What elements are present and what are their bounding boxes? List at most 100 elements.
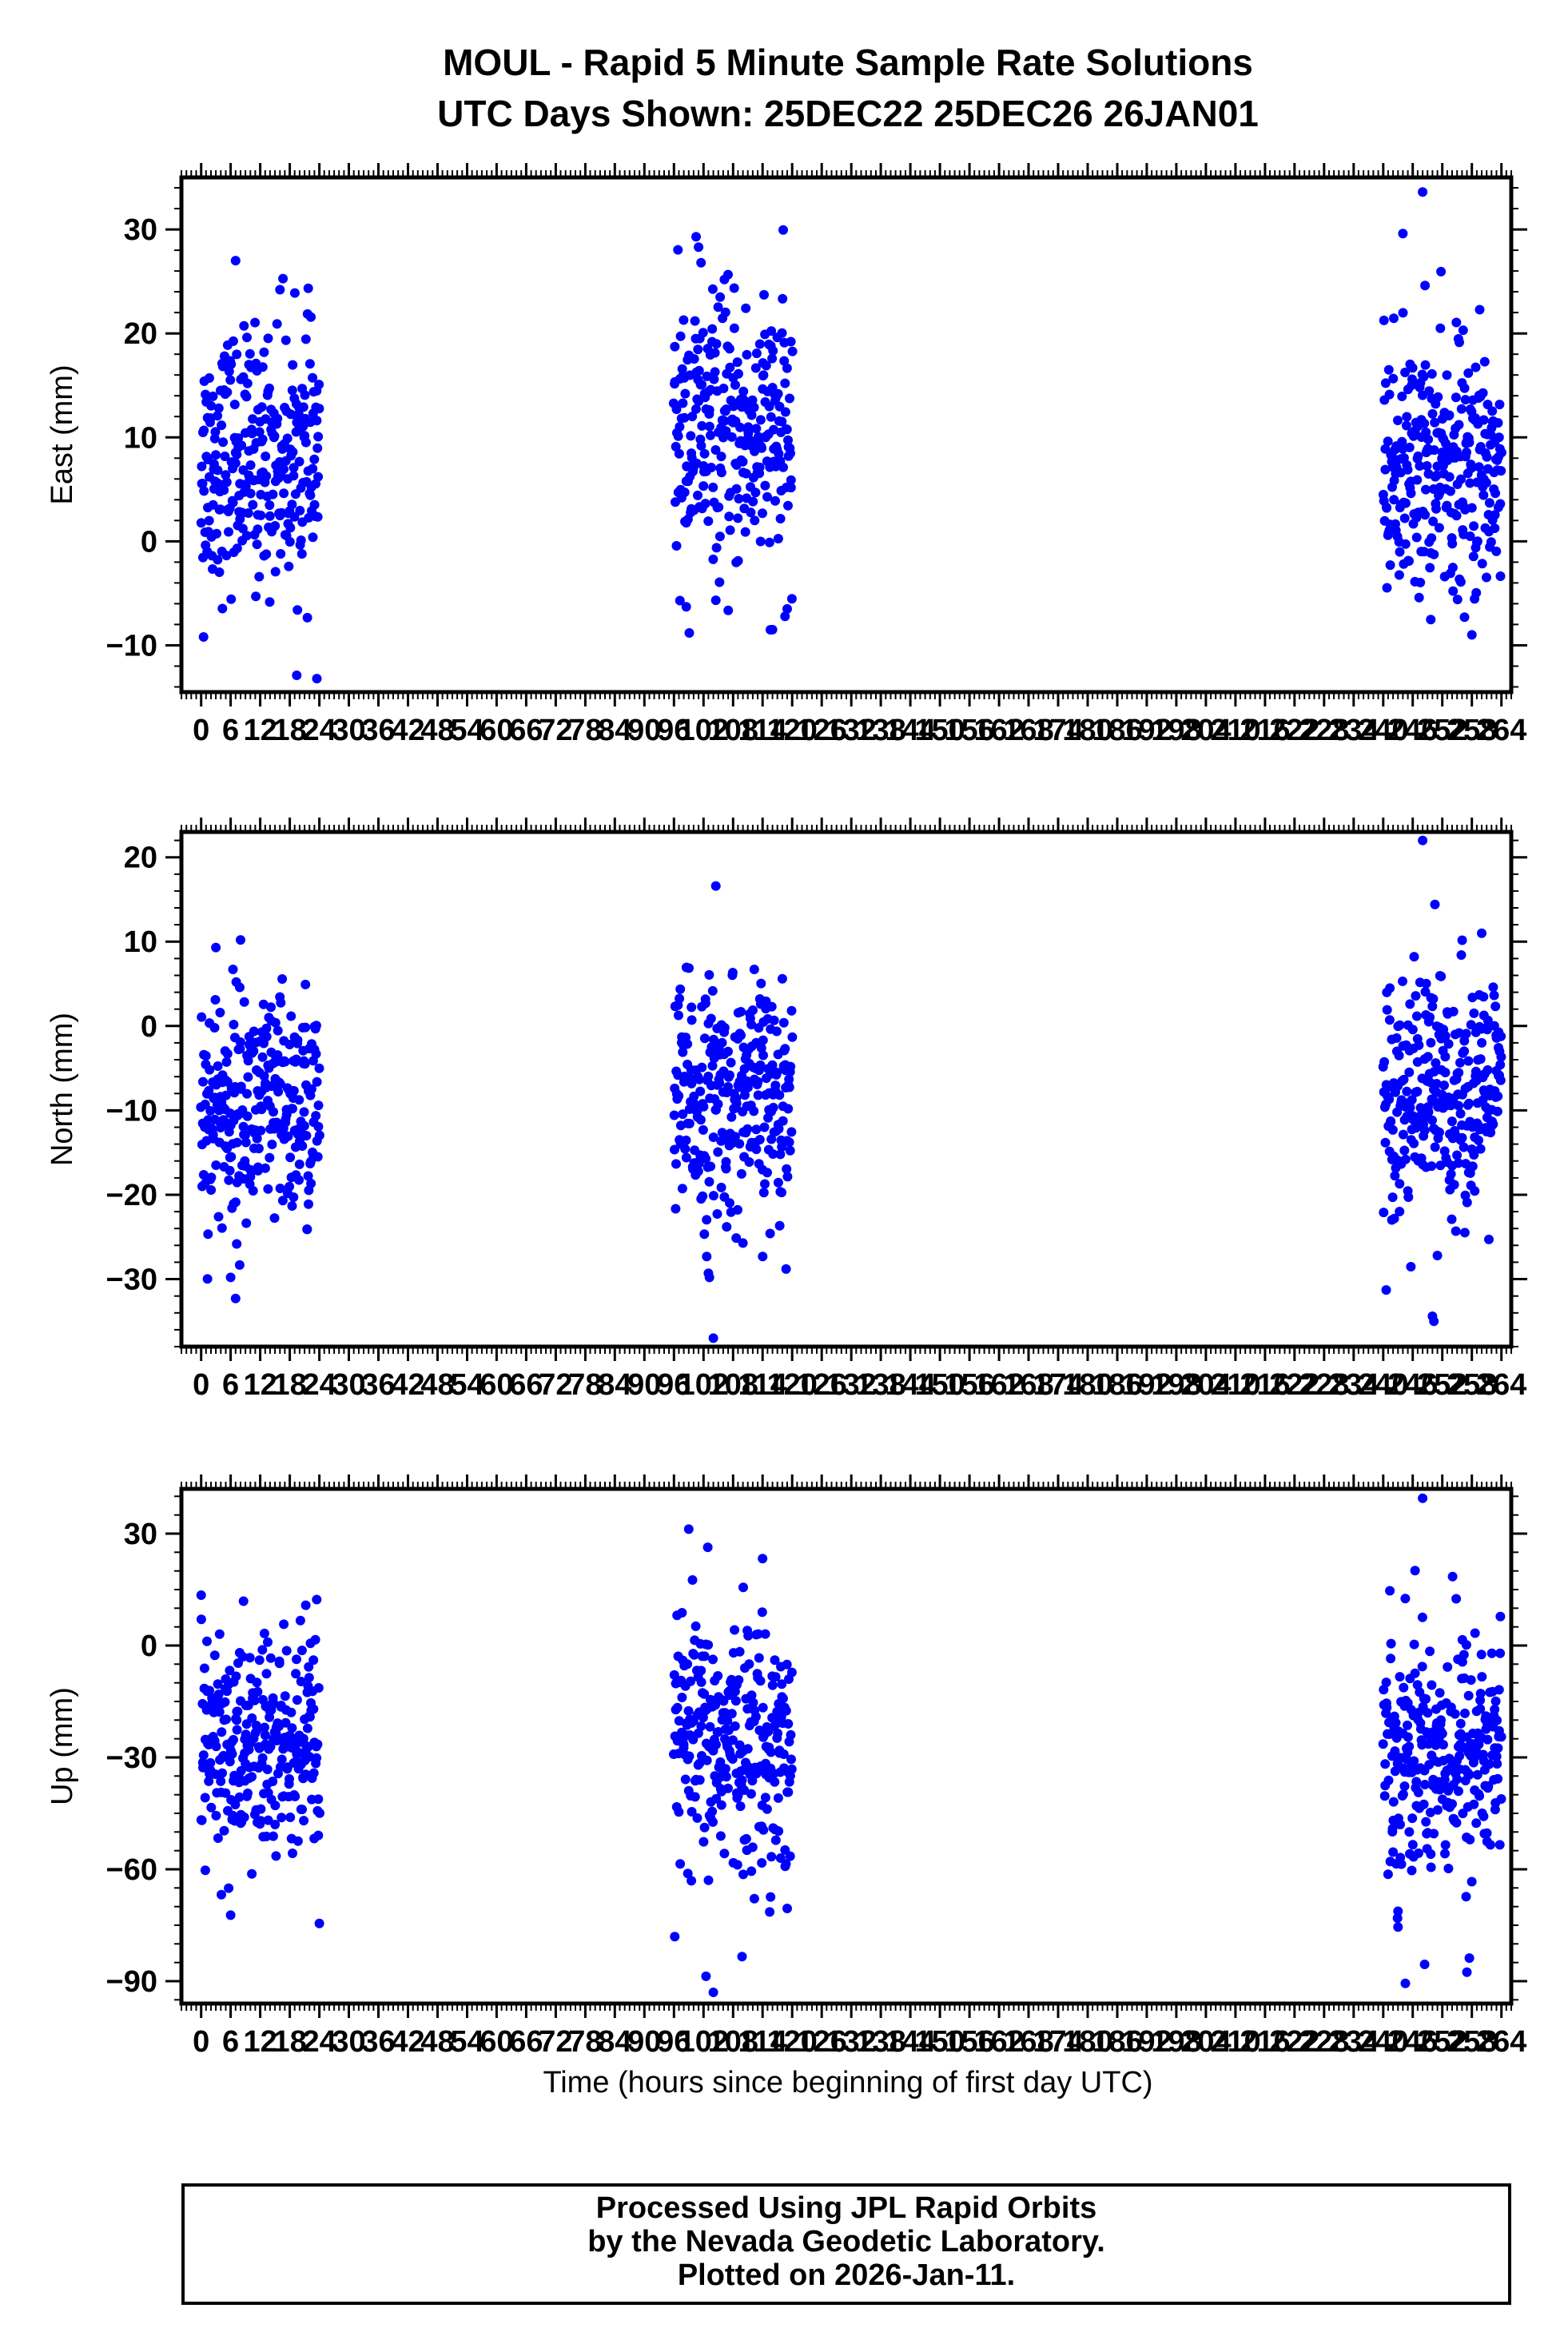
data-point [1448,586,1459,596]
data-point [277,1196,288,1206]
data-point [707,324,718,334]
data-point [1451,1594,1462,1604]
data-point [687,412,698,422]
data-point [265,1152,275,1163]
data-point [778,1116,788,1126]
data-point [1443,1662,1453,1672]
data-point [783,1104,794,1114]
x-tick-label: 6 [222,714,239,747]
data-point [1490,1001,1501,1012]
data-point [697,1062,707,1073]
data-point [773,388,783,399]
data-point [719,416,730,426]
data-point [749,1893,759,1904]
data-point [751,348,762,359]
data-point [737,1952,747,1962]
data-point [710,881,721,891]
data-point [1455,337,1464,348]
data-points-panel-3 [196,1493,1506,1997]
data-point [1467,1161,1478,1172]
data-point [213,403,224,413]
data-point [733,1204,742,1215]
data-point [1478,490,1489,500]
data-point [759,289,769,300]
data-point [1484,1234,1494,1244]
data-point [257,402,267,412]
data-point [1427,408,1438,419]
data-point [314,1918,324,1928]
data-point [242,1088,253,1099]
data-point [1447,1571,1458,1582]
data-point [702,1215,712,1225]
data-point [1404,442,1415,452]
data-point [197,479,208,488]
data-point [1459,1650,1469,1660]
data-point [694,1074,704,1084]
data-point [314,380,324,390]
data-point [1412,1086,1423,1096]
data-point [678,398,688,408]
data-point [786,1764,797,1774]
data-point [786,1061,796,1072]
data-point [1385,560,1395,571]
x-tick-label: 72 [539,714,572,747]
data-point [767,1680,778,1690]
data-point [220,1697,230,1707]
data-point [1451,1226,1461,1236]
data-point [735,422,745,432]
data-point [768,1102,778,1112]
data-point [296,549,307,559]
data-point [1401,420,1411,431]
x-tick-label: 108 [708,714,758,747]
data-point [1495,1075,1506,1085]
data-point [245,1653,255,1663]
data-point [1467,503,1477,513]
data-point [308,372,318,383]
data-point [209,1650,220,1661]
data-point [1451,392,1461,403]
data-point [269,1107,278,1117]
data-point [219,1825,229,1836]
data-point [1398,976,1407,986]
data-point [1418,835,1428,846]
data-point [778,1693,788,1704]
data-point [260,1163,270,1173]
data-point [288,1849,297,1858]
x-tick-label: 216 [1240,714,1290,747]
data-point [248,499,258,510]
x-tick-label: 18 [273,714,306,747]
data-point [1409,1138,1419,1148]
data-point [292,1654,301,1665]
data-point [1482,1828,1492,1838]
data-point [1393,416,1403,425]
data-point [704,969,714,980]
data-point [749,402,759,412]
data-point [1454,420,1464,430]
data-point [234,1260,245,1270]
data-point [732,357,742,368]
data-point [703,1875,714,1885]
data-point [1433,1805,1443,1815]
data-point [1440,1840,1451,1850]
footer-line-2: by the Nevada Geodetic Laboratory. [587,2225,1105,2258]
data-point [1386,1654,1396,1664]
data-point [1494,400,1505,410]
data-point [217,1889,226,1900]
data-point [230,458,241,468]
x-tick-label: 162 [973,714,1024,747]
data-point [708,1988,718,1997]
data-point [770,1777,780,1787]
data-point [300,437,311,448]
data-point [242,332,252,343]
data-point [294,1095,304,1105]
data-point [1400,1978,1411,1988]
x-tick-label: 186 [1092,714,1142,747]
data-point [766,1852,777,1862]
x-tick-label: 48 [420,1368,454,1402]
x-tick-label: 228 [1299,714,1349,747]
data-point [714,502,724,512]
x-tick-label: 156 [944,714,994,747]
data-point [1403,1720,1412,1730]
data-point [1429,1829,1439,1839]
data-point [1474,1135,1483,1145]
